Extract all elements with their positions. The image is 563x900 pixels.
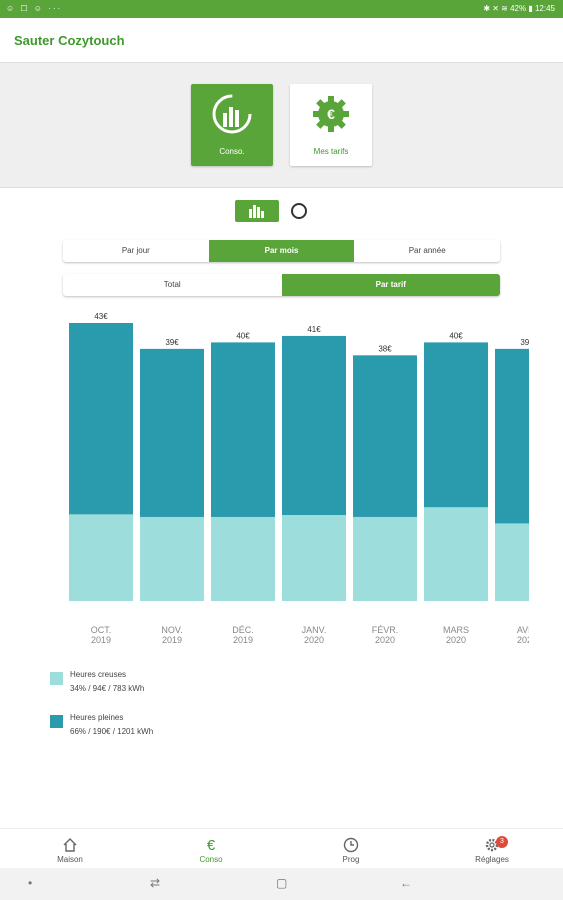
mode-tabs: Total Par tarif xyxy=(63,274,500,296)
bar-heures-pleines[interactable] xyxy=(69,323,133,515)
dot-icon: • xyxy=(28,876,33,890)
conso-card-label: Conso. xyxy=(219,147,245,156)
bar-heures-creuses[interactable] xyxy=(140,516,204,601)
nav-label-reglages: Réglages xyxy=(475,855,509,864)
x-tick-label: 2020 xyxy=(517,635,537,645)
recent-apps-icon[interactable]: ⇄ xyxy=(150,876,161,890)
x-tick-label: FÉVR. xyxy=(372,625,399,635)
bottom-navigation: Maison € Conso Prog 3 Réglages xyxy=(0,828,563,869)
nav-label-maison: Maison xyxy=(57,855,83,864)
bar-total-label: 41€ xyxy=(307,325,321,334)
pie-view-toggle[interactable] xyxy=(290,202,308,220)
tab-total[interactable]: Total xyxy=(163,280,181,289)
euro-icon: € xyxy=(207,837,216,853)
x-tick-label: 2019 xyxy=(162,635,182,645)
nav-prog[interactable]: Prog xyxy=(311,829,391,869)
bar-heures-pleines[interactable] xyxy=(211,342,275,517)
notification-badge: 3 xyxy=(496,836,508,848)
bar-total-label: 38€ xyxy=(378,344,392,353)
x-tick-label: 2020 xyxy=(304,635,324,645)
nav-conso[interactable]: € Conso xyxy=(171,829,251,869)
bar-heures-creuses[interactable] xyxy=(353,516,417,601)
tarifs-card[interactable]: € Mes tarifs xyxy=(290,84,372,166)
system-navigation-bar: • ⇄ ▢ ← xyxy=(0,868,563,900)
bar-heures-creuses[interactable] xyxy=(211,516,275,601)
x-tick-label: MARS xyxy=(443,625,469,635)
nav-label-prog: Prog xyxy=(342,855,360,864)
legend-swatch-pleines xyxy=(50,715,63,728)
tab-par-jour[interactable]: Par jour xyxy=(121,246,150,255)
legend-detail-creuses: 34% / 94€ / 783 kWh xyxy=(70,684,145,693)
bar-heures-pleines[interactable] xyxy=(140,348,204,517)
x-tick-label: 2020 xyxy=(375,635,395,645)
x-tick-label: JANV. xyxy=(302,625,327,635)
clock-time: 12:45 xyxy=(534,4,555,13)
x-tick-label: AVR. xyxy=(517,625,537,635)
euro-gear-icon: € xyxy=(313,96,349,132)
tarifs-card-label: Mes tarifs xyxy=(313,147,349,156)
legend-name-pleines: Heures pleines xyxy=(70,713,124,722)
svg-text:€: € xyxy=(327,106,335,122)
bar-heures-pleines[interactable] xyxy=(424,342,488,508)
legend-swatch-creuses xyxy=(50,672,63,685)
status-notification-icons: ☺ ☐ ☺ ··· xyxy=(6,4,63,13)
nav-maison[interactable]: Maison xyxy=(30,829,110,869)
x-tick-label: OCT. xyxy=(91,625,112,635)
status-bar: ☺ ☐ ☺ ··· ✱ ✕ ≋ 42% ▮ 12:45 xyxy=(0,0,563,18)
legend-name-creuses: Heures creuses xyxy=(70,670,127,679)
bar-total-label: 40€ xyxy=(236,331,250,340)
consumption-bar-chart: 43€OCT.201939€NOV.201940€DÉC.201941€JANV… xyxy=(69,312,559,645)
section-selector: Conso. € Mes tarifs xyxy=(0,63,563,188)
status-right: ✱ ✕ ≋ 42% ▮ 12:45 xyxy=(483,4,555,13)
clock-icon xyxy=(343,837,359,853)
conso-card[interactable]: Conso. xyxy=(191,84,273,166)
bar-total-label: 40€ xyxy=(449,331,463,340)
bar-heures-pleines[interactable] xyxy=(353,355,417,517)
bar-heures-creuses[interactable] xyxy=(282,515,346,601)
svg-text:€: € xyxy=(207,837,216,853)
circle-icon xyxy=(291,203,307,219)
tab-par-mois[interactable]: Par mois xyxy=(208,240,355,262)
legend-detail-pleines: 66% / 190€ / 1201 kWh xyxy=(70,727,154,736)
tab-par-tarif[interactable]: Par tarif xyxy=(281,274,500,296)
bar-heures-pleines[interactable] xyxy=(495,348,559,524)
back-icon[interactable]: ← xyxy=(400,876,412,890)
bluetooth-icon: ✱ ✕ ≋ xyxy=(483,4,511,13)
bar-heures-creuses[interactable] xyxy=(69,514,133,601)
bar-heures-creuses[interactable] xyxy=(495,523,559,601)
bar-chart-circle-icon xyxy=(212,94,252,134)
battery-level: 42% xyxy=(510,4,527,13)
x-tick-label: DÉC. xyxy=(232,625,254,635)
x-tick-label: NOV. xyxy=(161,625,182,635)
bar-heures-creuses[interactable] xyxy=(424,507,488,601)
period-tabs: Par jour Par mois Par année xyxy=(63,240,500,262)
battery-icon: ▮ xyxy=(528,4,535,13)
x-tick-label: 2020 xyxy=(446,635,466,645)
bar-total-label: 39€ xyxy=(165,338,179,347)
tab-par-annee[interactable]: Par année xyxy=(408,246,446,255)
home-icon xyxy=(63,838,77,852)
x-tick-label: 2019 xyxy=(233,635,253,645)
home-button-icon[interactable]: ▢ xyxy=(276,876,288,890)
bar-total-label: 43€ xyxy=(94,312,108,321)
bar-chart-icon xyxy=(249,205,264,218)
bar-view-toggle[interactable] xyxy=(235,200,279,222)
app-bar: Sauter Cozytouch xyxy=(0,18,563,63)
nav-label-conso: Conso xyxy=(199,855,223,864)
app-title: Sauter Cozytouch xyxy=(14,33,125,48)
bar-heures-pleines[interactable] xyxy=(282,335,346,516)
bar-total-label: 39€ xyxy=(520,338,534,347)
x-tick-label: 2019 xyxy=(91,635,111,645)
nav-reglages[interactable]: 3 Réglages xyxy=(452,829,532,869)
